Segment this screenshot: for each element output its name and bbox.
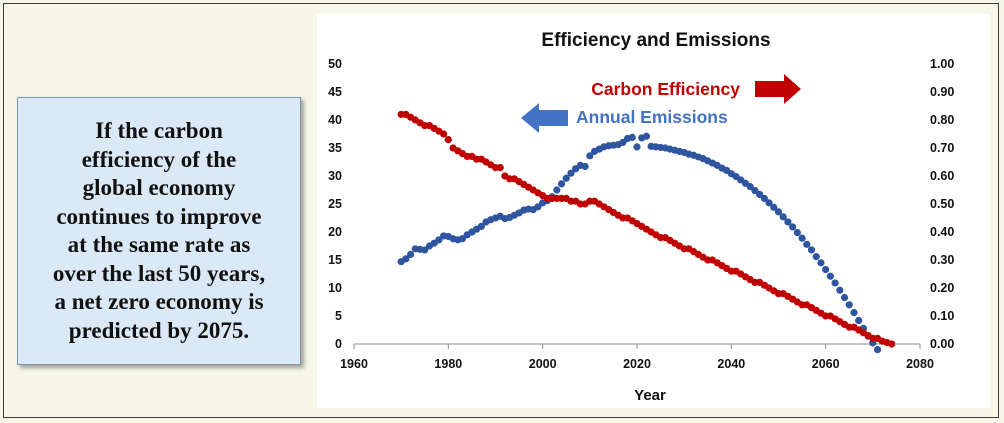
annual-emissions-point (855, 316, 863, 325)
annual-emissions-point (421, 246, 429, 254)
annual-emissions-point (840, 293, 849, 302)
annual-emissions-point (807, 246, 816, 254)
annual-emissions-point (628, 133, 636, 141)
x-tick-label: 2080 (906, 357, 934, 371)
x-tick-label: 1980 (434, 357, 462, 371)
y2-tick-label: 1.00 (930, 57, 954, 71)
y2-tick-label: 0.90 (930, 85, 954, 99)
annual-emissions-point (751, 186, 759, 195)
x-tick-label: 2020 (623, 357, 651, 371)
carbon-efficiency-point (440, 130, 448, 138)
y-tick-label: 25 (328, 197, 342, 211)
annual-emissions-point (633, 143, 641, 151)
y2-tick-label: 0.30 (930, 253, 954, 267)
annual-emissions-point (477, 222, 485, 230)
carbon-efficiency-point (888, 340, 896, 348)
carbon-efficiency-point (496, 164, 504, 172)
annual-emissions-point (553, 186, 561, 194)
annual-emissions-point (784, 218, 792, 226)
callout-box: If the carbon efficiency of the global e… (17, 97, 301, 365)
x-tick-label: 2000 (529, 357, 557, 371)
annual-emissions-point (873, 346, 882, 354)
chart-title: Efficiency and Emissions (541, 30, 770, 51)
x-tick-label: 1960 (340, 357, 368, 371)
annual-emissions-point (760, 194, 768, 202)
chart-area: Efficiency and Emissions 0 5 10 15 20 25 30 35 4… (317, 14, 990, 408)
efficiency-emissions-chart: Efficiency and Emissions 0 5 10 15 20 25 30 35 4… (328, 30, 954, 404)
y2-tick-label: 0.10 (930, 309, 954, 323)
y-tick-label: 30 (328, 169, 342, 183)
axes: 0 5 10 15 20 25 30 35 40 45 50 0.00 0.10 0.20 0.30 0.40… (328, 57, 954, 371)
y-tick-label: 35 (328, 141, 342, 155)
annual-emissions-point (774, 208, 783, 216)
annual-emissions-point (798, 234, 806, 242)
annual-emissions-point (845, 301, 853, 309)
annual-emissions-point (836, 286, 844, 294)
annual-emissions-point (756, 190, 764, 199)
annual-emissions-point (402, 255, 410, 263)
y-tick-label: 10 (328, 281, 342, 295)
y2-tick-label: 0.70 (930, 141, 954, 155)
legend-label-annual-emissions: Annual Emissions (576, 107, 728, 127)
annual-emissions-point (812, 253, 820, 261)
annual-emissions-point (435, 236, 443, 244)
y-tick-label: 20 (328, 225, 342, 239)
annual-emissions-point (826, 272, 834, 280)
annual-emissions-point (586, 152, 594, 160)
annual-emissions-point (534, 203, 542, 211)
y2-tick-label: 0.80 (930, 113, 954, 127)
annual-emissions-point (746, 183, 754, 191)
annual-emissions-point (850, 309, 858, 317)
y-tick-label: 45 (328, 85, 342, 99)
y2-tick-label: 0.50 (930, 197, 954, 211)
right-arrow-icon (755, 74, 801, 104)
annual-emissions-point (793, 228, 801, 237)
y2-tick-label: 0.20 (930, 281, 954, 295)
y2-tick-label: 0.40 (930, 225, 954, 239)
annual-emissions-point (562, 174, 570, 182)
annual-emissions-point (557, 180, 566, 188)
annual-emissions-point (407, 250, 415, 258)
x-tick-label: 2040 (717, 357, 745, 371)
carbon-efficiency-point (444, 136, 452, 144)
annual-emissions-point (765, 199, 773, 207)
annual-emissions-point (581, 162, 589, 171)
annual-emissions-point (567, 169, 575, 177)
annual-emissions-point (789, 223, 797, 231)
x-tick-label: 2060 (812, 357, 840, 371)
annual-emissions-point (458, 235, 467, 243)
y-tick-label: 15 (328, 253, 342, 267)
annual-emissions-point (817, 259, 825, 267)
callout-text: If the carbon efficiency of the global e… (52, 118, 266, 343)
annual-emissions-point (779, 213, 787, 221)
left-arrow-icon (521, 103, 568, 133)
y2-tick-label: 0.60 (930, 169, 954, 183)
y-tick-label: 0 (335, 337, 342, 351)
annual-emissions-point (822, 265, 830, 274)
annual-emissions-point (619, 138, 627, 146)
y2-tick-label: 0.00 (930, 337, 954, 351)
legend-label-carbon-efficiency: Carbon Efficiency (591, 79, 740, 99)
legend: Carbon Efficiency Annual Emissions (521, 74, 801, 133)
annual-emissions-point (642, 132, 651, 140)
data-points (397, 110, 896, 354)
annual-emissions-point (803, 240, 811, 248)
annual-emissions-point (770, 203, 778, 211)
x-axis-label: Year (634, 387, 666, 404)
y-tick-label: 50 (328, 57, 342, 71)
y-tick-label: 40 (328, 113, 342, 127)
annual-emissions-point (831, 279, 839, 287)
y-tick-label: 5 (335, 309, 342, 323)
